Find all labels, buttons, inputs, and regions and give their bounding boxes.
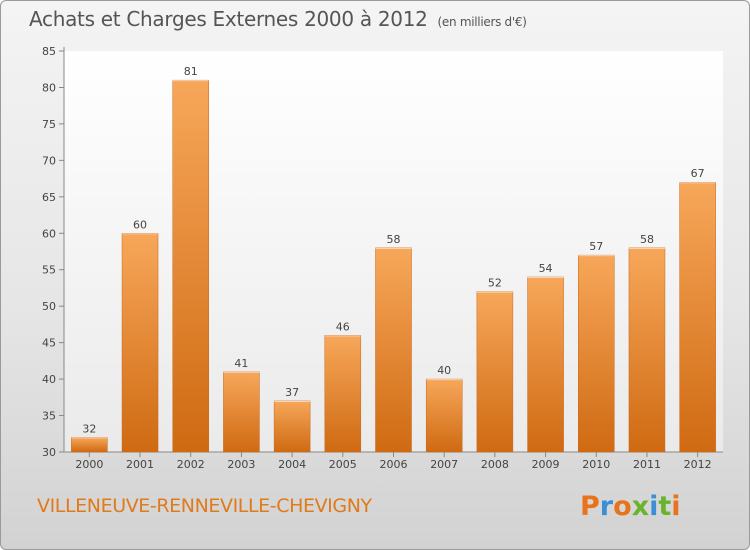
- y-tick-label: 40: [42, 373, 56, 386]
- value-label-2010: 57: [589, 240, 603, 253]
- bar-2000: [71, 437, 108, 453]
- value-label-2005: 46: [336, 320, 350, 333]
- x-tick-label-2011: 2011: [633, 458, 661, 471]
- x-tick-label-2010: 2010: [582, 458, 610, 471]
- bar-2010: [578, 254, 615, 453]
- value-label-2001: 60: [133, 218, 147, 231]
- y-tick-label: 45: [42, 337, 56, 350]
- y-tick-label: 65: [42, 191, 56, 204]
- value-label-2007: 40: [437, 364, 451, 377]
- x-tick-label-2009: 2009: [532, 458, 560, 471]
- y-tick-label: 85: [42, 45, 56, 58]
- bar-2002: [172, 79, 209, 453]
- value-label-2003: 41: [234, 357, 248, 370]
- x-tick-label-2006: 2006: [380, 458, 408, 471]
- y-tick-label: 80: [42, 81, 56, 94]
- bar-2003: [223, 371, 260, 453]
- y-tick-label: 30: [42, 446, 56, 459]
- x-tick-label-2001: 2001: [126, 458, 154, 471]
- city-name: VILLENEUVE-RENNEVILLE-CHEVIGNY: [37, 495, 372, 517]
- bar-2007: [425, 378, 463, 453]
- proxiti-logo: Proxiti: [580, 491, 681, 522]
- bar-2005: [324, 335, 362, 453]
- logo-letter: x: [631, 491, 650, 522]
- y-tick-label: 60: [42, 227, 56, 240]
- x-tick-label-2002: 2002: [177, 458, 205, 471]
- value-label-2006: 58: [387, 233, 401, 246]
- bar-2008: [476, 291, 514, 453]
- y-tick-label: 50: [42, 300, 56, 313]
- x-tick-label-2008: 2008: [481, 458, 509, 471]
- y-tick-label: 55: [42, 264, 56, 277]
- bar-2001: [121, 233, 159, 453]
- y-tick-label: 70: [42, 154, 56, 167]
- value-label-2011: 58: [640, 233, 654, 246]
- x-tick-label-2000: 2000: [75, 458, 103, 471]
- value-label-2000: 32: [82, 422, 96, 435]
- value-label-2009: 54: [539, 262, 553, 275]
- logo-letter: P: [580, 491, 600, 522]
- chart-title: Achats et Charges Externes 2000 à 2012 (e…: [29, 7, 527, 31]
- value-label-2008: 52: [488, 277, 502, 290]
- y-tick-label: 75: [42, 118, 56, 131]
- x-tick-label-2005: 2005: [329, 458, 357, 471]
- x-tick-label-2012: 2012: [684, 458, 712, 471]
- logo-letter: i: [671, 491, 681, 522]
- x-tick-label-2004: 2004: [278, 458, 306, 471]
- logo-letter: r: [599, 491, 614, 522]
- bar-2011: [628, 247, 666, 453]
- x-tick-label-2003: 2003: [227, 458, 255, 471]
- y-tick-label: 35: [42, 410, 56, 423]
- bar-2006: [375, 247, 412, 453]
- x-tick-label-2007: 2007: [430, 458, 458, 471]
- chart-title-text: Achats et Charges Externes 2000 à 2012: [29, 7, 428, 31]
- bar-2012: [679, 181, 716, 453]
- logo-letter: o: [613, 491, 632, 522]
- value-label-2012: 67: [691, 167, 705, 180]
- bar-2009: [527, 276, 564, 453]
- value-label-2004: 37: [285, 386, 299, 399]
- logo-letter: t: [658, 491, 672, 522]
- logo-letter: i: [649, 491, 659, 522]
- chart-subtitle: (en milliers d'€): [437, 15, 527, 29]
- bar-2004: [273, 400, 311, 453]
- value-label-2002: 81: [184, 65, 198, 78]
